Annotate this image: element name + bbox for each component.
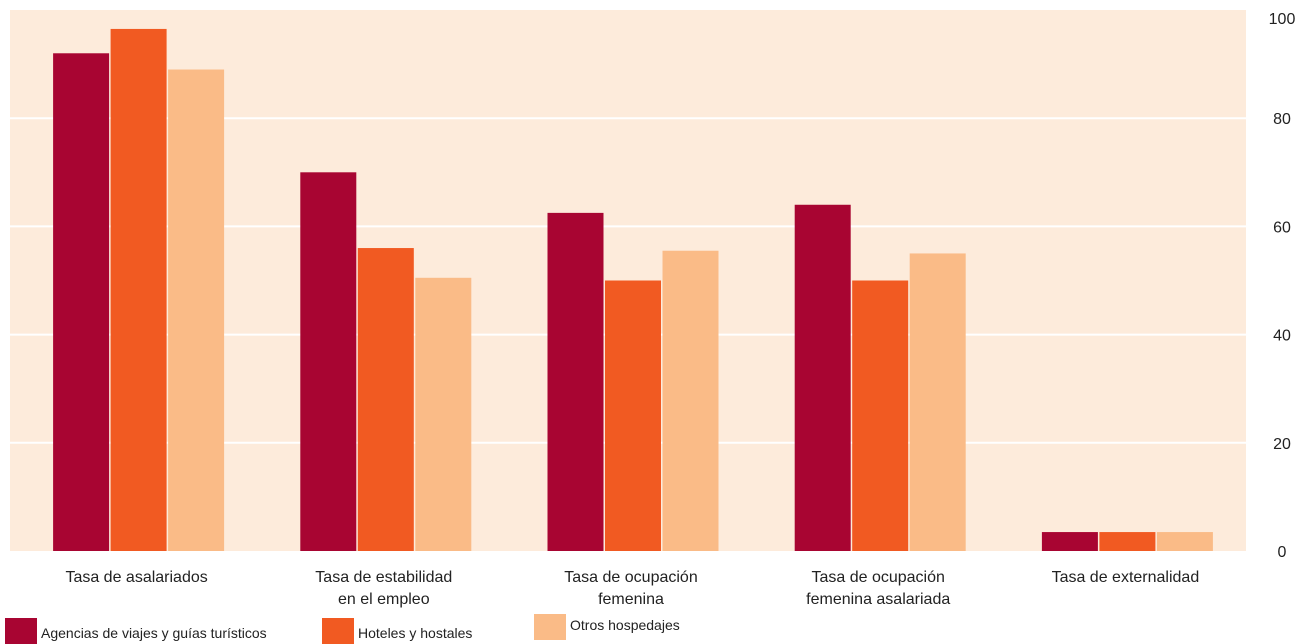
legend-item: Hoteles y hostales xyxy=(322,618,472,644)
bar xyxy=(1041,532,1098,551)
x-tick-label: Tasa de externalidad xyxy=(1052,569,1200,586)
bar xyxy=(852,280,909,551)
y-tick-label: 0 xyxy=(1278,544,1287,561)
legend: Agencias de viajes y guías turísticos Hot… xyxy=(0,614,1298,644)
bar xyxy=(1099,532,1156,551)
x-tick-label: femenina xyxy=(598,591,664,608)
y-tick-label: 40 xyxy=(1273,328,1291,345)
bars xyxy=(53,28,1213,552)
y-tick-label: 100 xyxy=(1269,11,1296,28)
legend-swatch xyxy=(534,614,566,640)
bar xyxy=(53,53,110,551)
x-axis: Tasa de asalariados Tasa de estabilidad en… xyxy=(65,569,1199,608)
x-tick-label: en el empleo xyxy=(338,591,430,608)
x-tick-label: femenina asalariada xyxy=(806,591,950,608)
legend-swatch xyxy=(322,618,354,644)
legend-item: Otros hospedajes xyxy=(534,614,680,640)
bar xyxy=(415,277,472,551)
bar xyxy=(794,204,851,551)
legend-label: Otros hospedajes xyxy=(570,617,680,633)
legend-label: Hoteles y hostales xyxy=(358,625,473,641)
y-tick-label: 80 xyxy=(1273,111,1291,128)
bar xyxy=(547,212,604,551)
x-tick-label: Tasa de ocupación xyxy=(564,569,697,586)
bar xyxy=(357,248,414,552)
y-axis: 0 20 40 60 80 100 xyxy=(1269,11,1296,561)
legend-item: Agencias de viajes y guías turísticos xyxy=(5,618,267,644)
x-tick-label: Tasa de asalariados xyxy=(65,569,207,586)
legend-label: Agencias de viajes y guías turísticos xyxy=(41,625,267,641)
bar xyxy=(300,172,357,552)
bar xyxy=(909,253,966,551)
y-tick-label: 20 xyxy=(1273,436,1291,453)
bar xyxy=(110,28,167,552)
legend-swatch xyxy=(5,618,37,644)
x-tick-label: Tasa de ocupación xyxy=(811,569,944,586)
y-tick-label: 60 xyxy=(1273,219,1291,236)
bar xyxy=(662,250,719,551)
bar xyxy=(168,69,225,551)
x-tick-label: Tasa de estabilidad xyxy=(315,569,452,586)
bar xyxy=(1156,532,1213,551)
bar xyxy=(605,280,661,551)
